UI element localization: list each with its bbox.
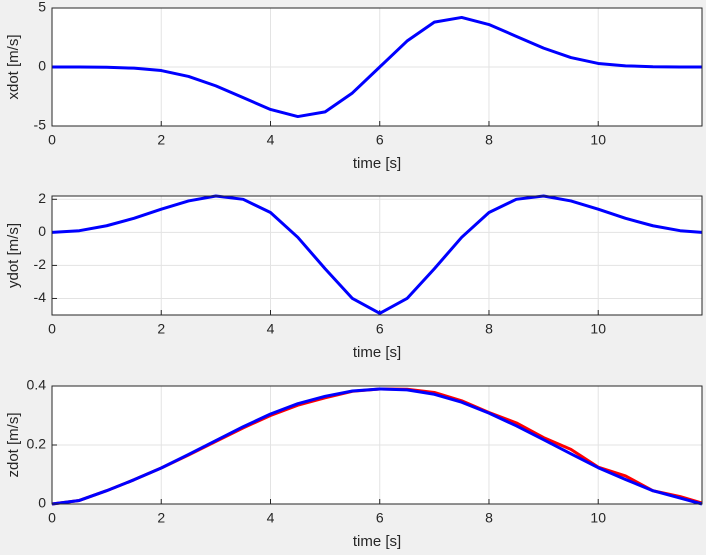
- y-axis-label: xdot [m/s]: [5, 34, 22, 99]
- x-tick-label: 0: [48, 132, 56, 148]
- axes-box: [51, 385, 703, 505]
- x-tick-label: 4: [267, 132, 275, 148]
- data-line: [51, 194, 703, 315]
- plot-area: [52, 196, 702, 315]
- x-tick-label: 6: [376, 321, 384, 337]
- x-tick-label: 6: [376, 132, 384, 148]
- y-tick-label: -4: [34, 289, 47, 305]
- data-line: [52, 15, 702, 119]
- x-tick-label: 0: [48, 321, 56, 337]
- x-axis-label: time [s]: [353, 344, 401, 361]
- y-tick-label: -2: [34, 256, 47, 272]
- y-axis-label: zdot [m/s]: [5, 412, 22, 477]
- x-tick-label: 4: [267, 321, 275, 337]
- x-tick-label: 10: [590, 132, 606, 148]
- axes-box: [51, 195, 703, 316]
- y-tick-label: 5: [38, 0, 46, 15]
- x-tick-label: 0: [48, 510, 56, 526]
- x-tick-label: 8: [485, 132, 493, 148]
- y-tick-label: 2: [38, 190, 46, 206]
- x-tick-label: 4: [267, 510, 275, 526]
- x-tick-label: 6: [376, 510, 384, 526]
- x-tick-label: 8: [485, 321, 493, 337]
- y-tick-label: 0: [38, 58, 46, 74]
- x-tick-label: 2: [157, 321, 165, 337]
- y-tick-label: 0: [38, 495, 46, 511]
- x-tick-label: 10: [590, 510, 606, 526]
- x-tick-label: 8: [485, 510, 493, 526]
- x-tick-label: 10: [590, 321, 606, 337]
- x-axis-label: time [s]: [353, 155, 401, 172]
- data-line: [51, 387, 703, 506]
- x-axis-label: time [s]: [353, 533, 401, 550]
- x-tick-label: 2: [157, 132, 165, 148]
- y-tick-label: 0: [38, 223, 46, 239]
- x-tick-label: 2: [157, 510, 165, 526]
- y-axis-label: ydot [m/s]: [5, 223, 22, 288]
- y-tick-label: 0.2: [27, 436, 47, 452]
- y-tick-label: -5: [34, 117, 47, 133]
- axes-box: [51, 7, 703, 127]
- y-tick-label: 0.4: [27, 377, 47, 393]
